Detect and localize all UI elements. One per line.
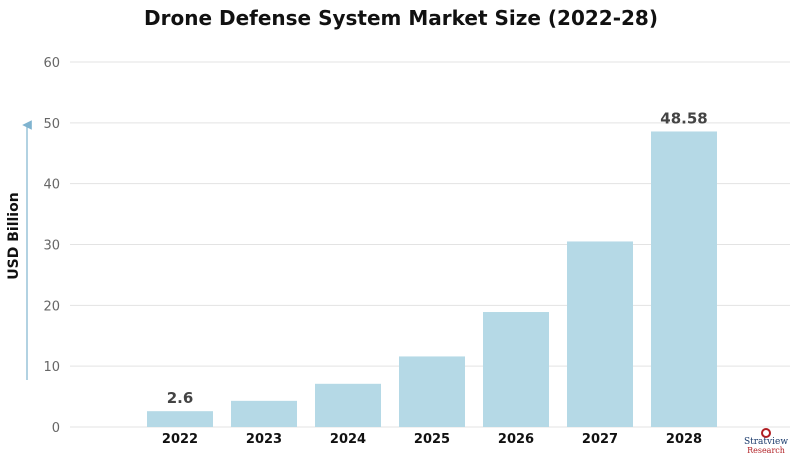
logo-name: Stratview <box>743 437 789 447</box>
y-tick-label-50: 50 <box>43 117 60 132</box>
y-tick-label-30: 30 <box>43 239 60 254</box>
data-label-2022: 2.6 <box>167 389 194 407</box>
bar-2027 <box>567 241 633 427</box>
stratview-logo: Stratview Research <box>736 428 796 458</box>
logo-tagline: Research <box>747 446 785 455</box>
labels: 0 10 20 30 40 50 60 2022 2.6 2023 2024 2025 2026 2027… <box>43 56 707 447</box>
x-tick-label-2027: 2027 <box>582 432 618 447</box>
bar-2023 <box>231 400 297 427</box>
bar-2028 <box>651 131 717 427</box>
bar-2022 <box>147 411 213 427</box>
data-label-2028: 48.58 <box>660 109 707 127</box>
x-tick-label-2026: 2026 <box>498 432 534 447</box>
bars <box>147 131 717 427</box>
y-tick-label-20: 20 <box>43 299 60 314</box>
y-tick-label-0: 0 <box>52 421 60 436</box>
y-tick-label-40: 40 <box>43 178 60 193</box>
x-tick-label-2023: 2023 <box>246 432 282 447</box>
x-tick-label-2024: 2024 <box>330 432 366 447</box>
bar-2025 <box>399 356 465 427</box>
bar-2024 <box>315 383 381 427</box>
x-tick-label-2028: 2028 <box>666 432 702 447</box>
logo-mark-icon <box>761 428 771 438</box>
y-tick-label-10: 10 <box>43 360 60 375</box>
x-tick-label-2025: 2025 <box>414 432 450 447</box>
x-tick-label-2022: 2022 <box>162 432 198 447</box>
bar-2026 <box>483 312 549 427</box>
y-tick-label-60: 60 <box>43 56 60 71</box>
chart-title: Drone Defense System Market Size (2022-2… <box>144 6 658 30</box>
